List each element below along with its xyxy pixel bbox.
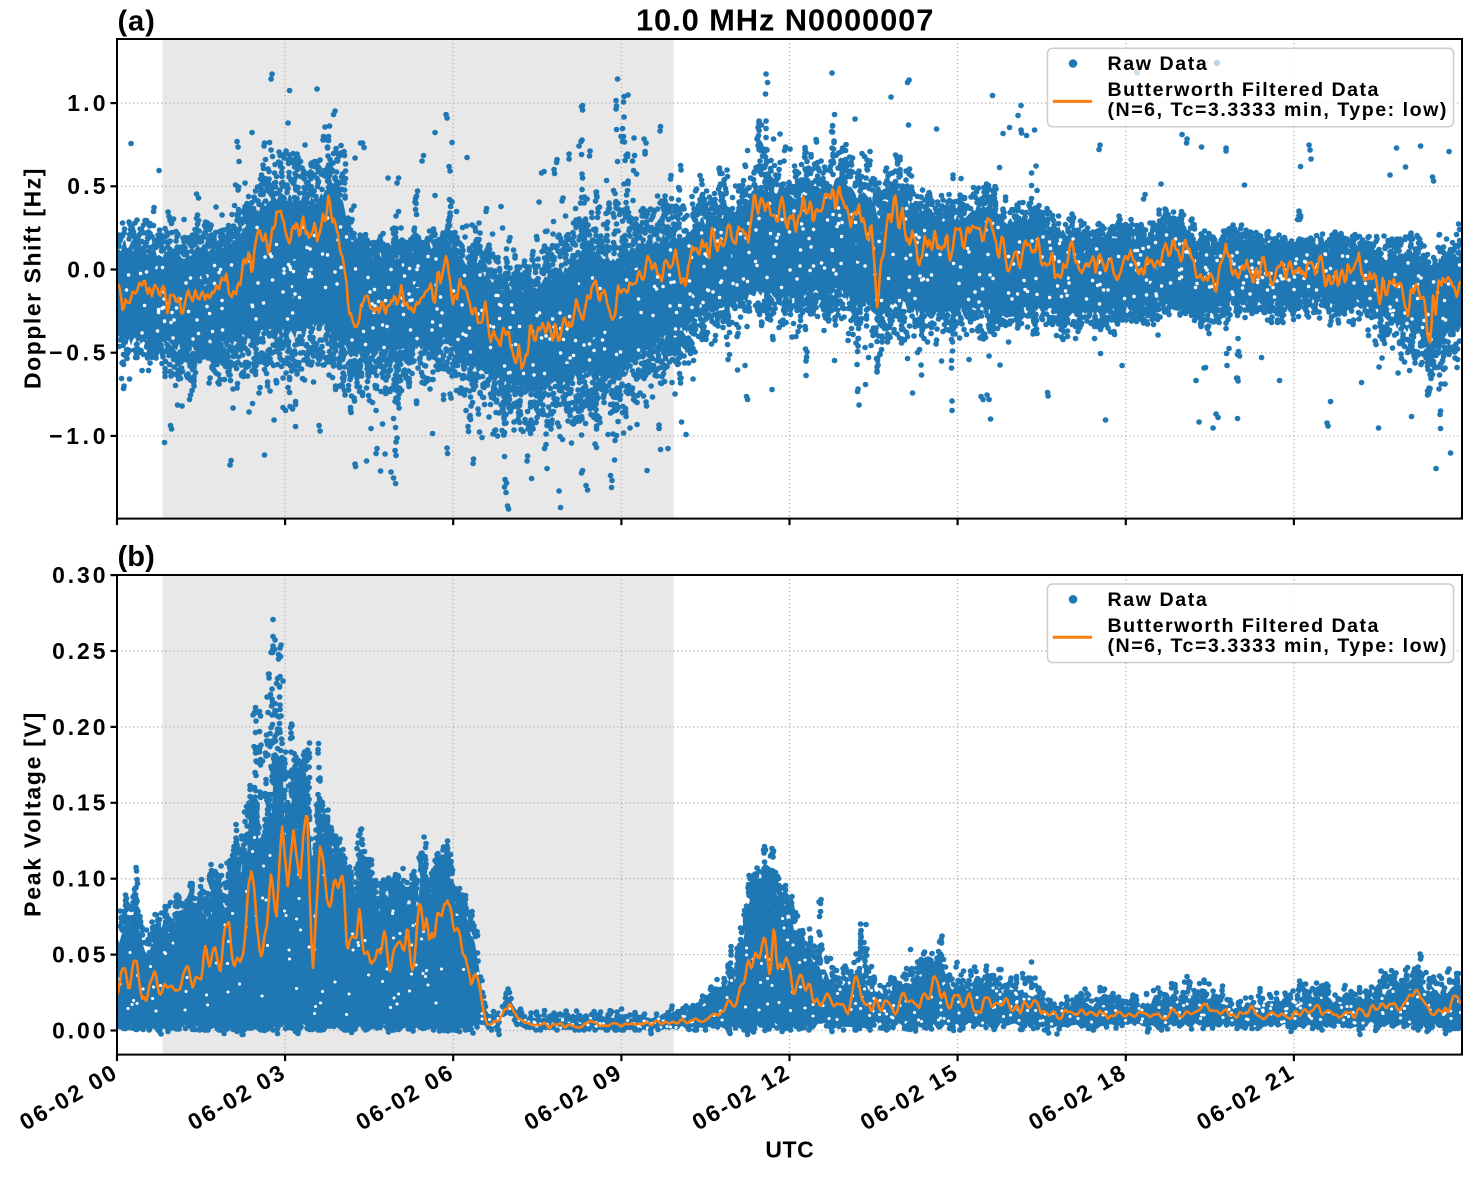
svg-text:0.30: 0.30 [52, 562, 108, 588]
svg-text:Raw Data: Raw Data [1108, 53, 1209, 75]
svg-text:Butterworth Filtered Data: Butterworth Filtered Data [1108, 615, 1380, 637]
svg-text:(N=6, Tc=3.3333 min, Type: low: (N=6, Tc=3.3333 min, Type: low) [1108, 99, 1448, 121]
svg-text:Butterworth Filtered Data: Butterworth Filtered Data [1108, 79, 1380, 101]
svg-text:0.5: 0.5 [67, 173, 109, 199]
svg-text:Peak Voltage [V]: Peak Voltage [V] [20, 711, 46, 917]
svg-text:0.25: 0.25 [52, 638, 108, 664]
svg-text:Raw Data: Raw Data [1108, 589, 1209, 611]
svg-text:1.0: 1.0 [67, 90, 109, 116]
svg-text:10.0 MHz N0000007: 10.0 MHz N0000007 [636, 2, 934, 37]
svg-text:0.05: 0.05 [52, 942, 108, 968]
svg-text:0.00: 0.00 [52, 1017, 108, 1043]
svg-text:0.15: 0.15 [52, 790, 108, 816]
svg-text:−1.0: −1.0 [49, 423, 109, 449]
svg-text:−0.5: −0.5 [49, 340, 109, 366]
svg-text:(b): (b) [118, 541, 155, 573]
svg-text:UTC: UTC [765, 1137, 814, 1163]
svg-text:Doppler Shift [Hz]: Doppler Shift [Hz] [20, 167, 46, 389]
svg-text:(a): (a) [118, 5, 156, 37]
svg-text:0.10: 0.10 [52, 866, 108, 892]
svg-text:0.20: 0.20 [52, 714, 108, 740]
svg-text:(N=6, Tc=3.3333 min, Type: low: (N=6, Tc=3.3333 min, Type: low) [1108, 635, 1448, 657]
svg-text:0.0: 0.0 [67, 256, 109, 282]
